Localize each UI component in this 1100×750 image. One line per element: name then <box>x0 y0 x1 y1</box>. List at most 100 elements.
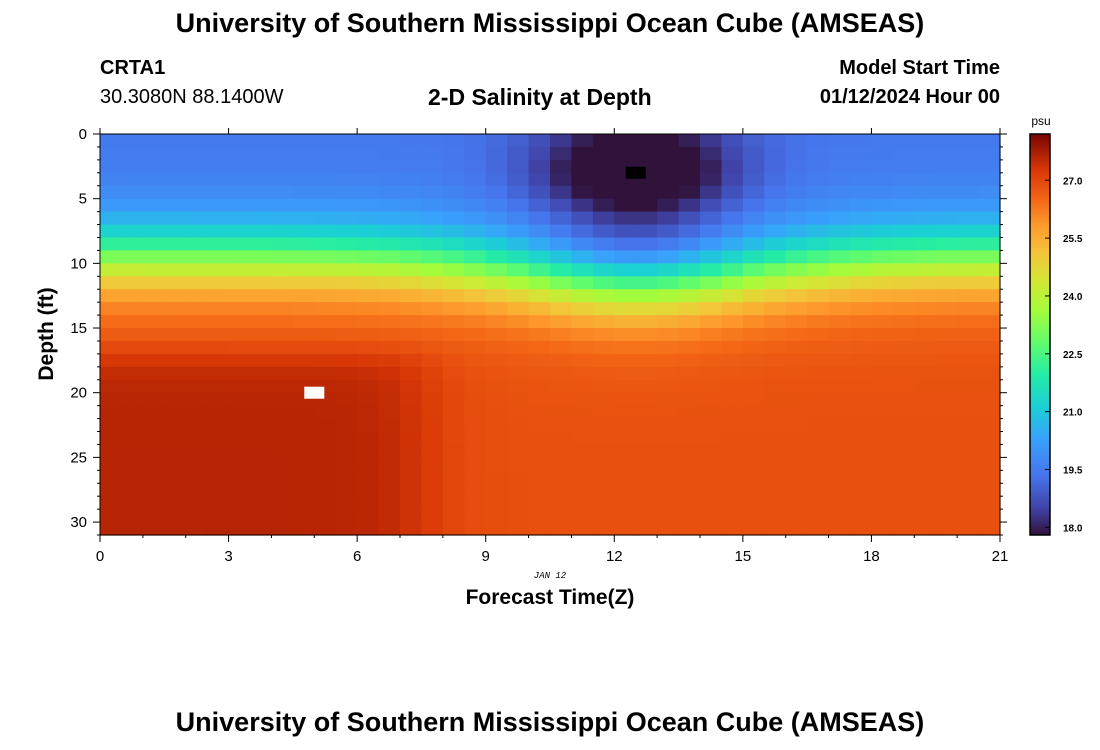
heatmap-cell <box>357 366 380 381</box>
heatmap-cell <box>357 134 380 148</box>
heatmap-cell <box>892 289 915 303</box>
heatmap-cell <box>700 483 723 497</box>
heatmap-cell <box>914 289 937 303</box>
heatmap-cell <box>485 457 508 471</box>
heatmap-cell <box>614 470 637 484</box>
heatmap-cell <box>400 444 423 458</box>
heatmap-cell <box>807 457 830 471</box>
heatmap-cell <box>914 353 937 368</box>
footer-title: University of Southern Mississippi Ocean… <box>175 707 925 737</box>
heatmap-cell <box>592 263 615 277</box>
heatmap-cell <box>164 444 187 458</box>
heatmap-cell <box>292 522 315 536</box>
heatmap-cell <box>764 211 787 226</box>
heatmap-cell <box>828 431 851 446</box>
heatmap-cell <box>228 431 251 446</box>
heatmap-cell <box>850 379 873 394</box>
heatmap-cell <box>721 444 744 458</box>
heatmap-cell <box>764 276 787 290</box>
heatmap-cell <box>678 315 701 329</box>
heatmap-cell <box>657 522 680 536</box>
heatmap-cell <box>978 431 1001 446</box>
heatmap-cell <box>357 237 380 252</box>
heatmap-cell <box>807 302 830 316</box>
heatmap-cell <box>142 509 165 523</box>
heatmap-cell <box>292 405 315 420</box>
heatmap-cell <box>592 496 615 510</box>
heatmap-cell <box>850 483 873 497</box>
heatmap-cell <box>314 509 337 523</box>
heatmap-cell <box>121 457 144 471</box>
heatmap-cell <box>871 250 894 264</box>
heatmap-cell <box>892 405 915 420</box>
heatmap-cell <box>850 237 873 252</box>
heatmap-cell <box>935 522 958 536</box>
heatmap-cell <box>378 366 401 381</box>
heatmap-cell <box>400 185 423 200</box>
heatmap-cell <box>485 418 508 433</box>
heatmap-cell <box>442 444 465 458</box>
heatmap-cell <box>528 496 551 510</box>
heatmap-cell <box>700 172 723 187</box>
heatmap-cell <box>914 405 937 420</box>
heatmap-cell <box>550 328 573 342</box>
heatmap-cell <box>228 276 251 290</box>
heatmap-cell <box>464 198 487 213</box>
heatmap-cell <box>785 302 808 316</box>
heatmap-cell <box>164 159 187 174</box>
heatmap-cell <box>164 379 187 394</box>
heatmap-cell <box>807 263 830 277</box>
heatmap-cell <box>657 134 680 148</box>
heatmap-cell <box>935 159 958 174</box>
heatmap-cell <box>271 379 294 394</box>
heatmap-cell <box>378 224 401 239</box>
heatmap-cell <box>700 328 723 342</box>
heatmap-cell <box>507 522 530 536</box>
heatmap-cell <box>485 172 508 187</box>
heatmap-cell <box>807 146 830 161</box>
heatmap-cell <box>485 134 508 148</box>
heatmap-cell <box>721 366 744 381</box>
heatmap-cell <box>164 353 187 368</box>
heatmap-cell <box>592 340 615 355</box>
heatmap-cell <box>635 496 658 510</box>
heatmap-cell <box>635 392 658 407</box>
heatmap-cell <box>828 146 851 161</box>
heatmap-cell <box>442 328 465 342</box>
heatmap-cell <box>528 289 551 303</box>
heatmap-cell <box>571 379 594 394</box>
heatmap-cell <box>850 134 873 148</box>
heatmap-cell <box>592 405 615 420</box>
heatmap-cell <box>314 444 337 458</box>
heatmap-cell <box>978 522 1001 536</box>
heatmap-cell <box>892 353 915 368</box>
heatmap-cell <box>764 522 787 536</box>
heatmap-cell <box>571 185 594 200</box>
heatmap-cell <box>700 509 723 523</box>
heatmap-cell <box>742 134 765 148</box>
heatmap-cell <box>850 172 873 187</box>
heatmap-cell <box>378 496 401 510</box>
heatmap-cell <box>378 134 401 148</box>
heatmap-cell <box>164 496 187 510</box>
heatmap-cell <box>935 276 958 290</box>
heatmap-cell <box>571 353 594 368</box>
heatmap-cell <box>314 418 337 433</box>
heatmap-cell <box>700 340 723 355</box>
heatmap-cell <box>507 379 530 394</box>
heatmap-cell <box>571 483 594 497</box>
heatmap-cell <box>828 444 851 458</box>
heatmap-cell <box>742 172 765 187</box>
heatmap-cell <box>507 211 530 226</box>
heatmap-cell <box>485 470 508 484</box>
heatmap-cell <box>507 134 530 148</box>
heatmap-cell <box>635 353 658 368</box>
heatmap-cell <box>142 302 165 316</box>
heatmap-cell <box>185 289 208 303</box>
heatmap-cell <box>335 237 358 252</box>
heatmap-cell <box>871 470 894 484</box>
heatmap-cell <box>464 340 487 355</box>
heatmap-cell <box>592 146 615 161</box>
heatmap-cell <box>400 418 423 433</box>
heatmap-cell <box>185 146 208 161</box>
